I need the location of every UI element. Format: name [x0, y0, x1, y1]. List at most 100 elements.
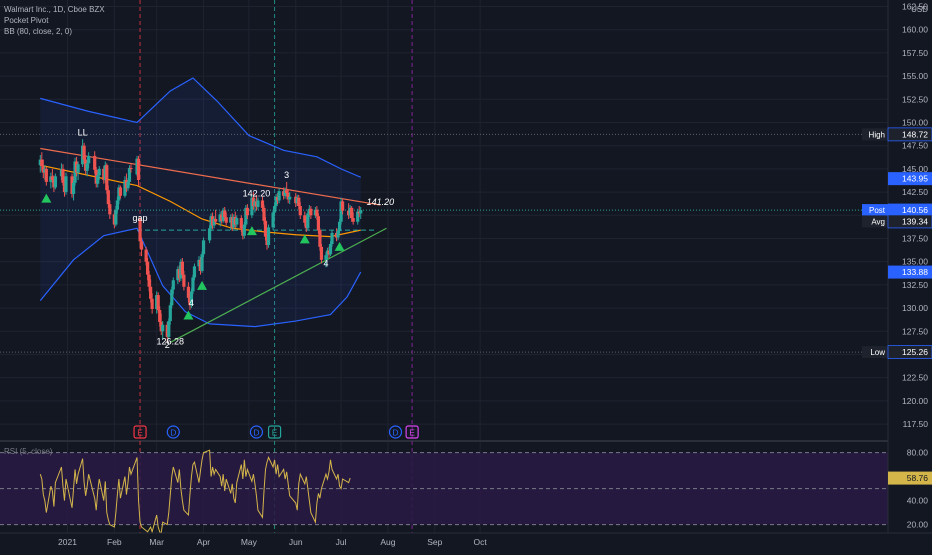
candle-body	[136, 158, 141, 181]
candle	[319, 244, 324, 264]
price-tick-label: 150.00	[902, 117, 928, 127]
candle-body	[186, 286, 191, 298]
bollinger-basis	[40, 164, 361, 238]
candle	[309, 206, 313, 219]
earnings-marker[interactable]: E	[405, 425, 419, 439]
candle-body	[277, 191, 281, 201]
candle	[71, 180, 76, 201]
candle-body	[309, 208, 313, 216]
price-tick-label: 137.50	[902, 233, 928, 243]
price-tick-label: 157.50	[902, 48, 928, 58]
candle-body	[244, 207, 248, 225]
candle-body	[337, 221, 342, 232]
time-tick-label[interactable]: 2021	[58, 537, 77, 547]
time-tick-label[interactable]: Sep	[427, 537, 442, 547]
candle-body	[351, 218, 355, 222]
candle	[171, 277, 175, 295]
price-label[interactable]: Avg 139.34	[862, 214, 932, 229]
candle-body	[118, 187, 123, 196]
candle-body	[223, 210, 227, 218]
price-label[interactable]: Low 125.26	[862, 345, 932, 359]
dividend-circle	[249, 425, 264, 439]
annotation-label: 141.20	[367, 197, 395, 207]
dividend-marker[interactable]: D	[166, 425, 180, 439]
legend-symbol[interactable]: Walmart Inc., 1D, Cboe BZX	[4, 5, 105, 14]
candle	[64, 172, 68, 195]
bollinger-fill	[40, 77, 361, 327]
legend-bollinger[interactable]: BB (80, close, 2, 0)	[4, 27, 73, 36]
candle-body	[336, 231, 340, 238]
candle-body	[306, 213, 310, 229]
candle-body	[330, 232, 334, 245]
candle	[156, 292, 160, 313]
time-tick-label[interactable]: Oct	[474, 537, 488, 547]
candle	[168, 302, 172, 325]
price-label[interactable]: 143.95	[888, 172, 932, 186]
candle	[340, 198, 345, 215]
candle-body	[274, 196, 278, 207]
time-tick-label[interactable]: May	[241, 537, 258, 547]
annotation-label: 142.20	[243, 189, 271, 199]
dividend-marker[interactable]: D	[249, 425, 264, 439]
event-marker-label: E	[137, 428, 143, 438]
dividend-marker[interactable]: D	[388, 425, 403, 439]
candle-body	[191, 277, 195, 292]
price-axis[interactable]: USD117.50120.00122.50125.00127.50130.001…	[862, 0, 932, 550]
trendline	[170, 227, 387, 343]
candle	[200, 251, 204, 273]
candle-body	[170, 289, 174, 306]
price-label[interactable]: 133.88	[888, 265, 932, 279]
candle	[306, 210, 310, 231]
annotations: gap 126.282 4 3 142.20 4 141.20 LL	[78, 127, 395, 350]
time-tick-label[interactable]: Mar	[149, 537, 164, 547]
candle	[149, 279, 153, 303]
time-tick-label[interactable]: Aug	[380, 537, 395, 547]
candle-body	[298, 206, 302, 216]
time-tick-label[interactable]: Jul	[336, 537, 347, 547]
trendline	[40, 147, 381, 206]
candle	[330, 230, 334, 247]
currency-label: USD	[911, 5, 928, 14]
price-label-tag	[862, 215, 888, 228]
candle-body	[324, 255, 328, 260]
candle-body	[303, 215, 307, 223]
markers	[41, 193, 345, 320]
annotation-label: gap	[133, 213, 148, 223]
earnings-box	[133, 425, 147, 439]
candle-body	[82, 145, 86, 160]
candle	[76, 161, 80, 181]
rsi-last-value-box	[888, 471, 932, 485]
candle	[192, 263, 197, 281]
candle-body	[138, 219, 142, 242]
time-axis[interactable]: 2021 Feb Mar Apr May Jun Jul Aug Sep Oct	[0, 532, 932, 550]
rsi-label: RSI (5, close)	[4, 447, 53, 456]
candle	[288, 192, 292, 205]
time-axis-background	[0, 533, 932, 550]
candle-body	[242, 224, 246, 236]
time-tick-label[interactable]: Jun	[289, 537, 303, 547]
price-label[interactable]: Post 140.56	[862, 203, 932, 217]
time-tick-label[interactable]: Apr	[197, 537, 210, 547]
time-tick-label[interactable]: Feb	[107, 537, 122, 547]
candle-body	[85, 163, 89, 171]
price-label[interactable]: High 148.72	[862, 127, 932, 142]
legend-pocket-pivot[interactable]: Pocket Pivot	[4, 16, 49, 25]
pocket-pivot-marker	[246, 226, 257, 236]
candle	[359, 206, 363, 219]
candle-body	[319, 246, 324, 260]
annotation-label: 126.28	[157, 336, 185, 346]
price-label-value-box	[888, 172, 932, 186]
price-label-value: 133.88	[902, 267, 928, 277]
price-label-name: Post	[869, 206, 886, 215]
candle-body	[250, 197, 254, 216]
candle-body	[192, 266, 197, 278]
price-tick-label: 155.00	[902, 71, 928, 81]
earnings-box	[405, 425, 419, 439]
candle	[286, 189, 290, 204]
earnings-marker[interactable]: E	[267, 425, 282, 439]
candle-body	[235, 218, 239, 225]
earnings-marker[interactable]: E	[133, 425, 147, 439]
